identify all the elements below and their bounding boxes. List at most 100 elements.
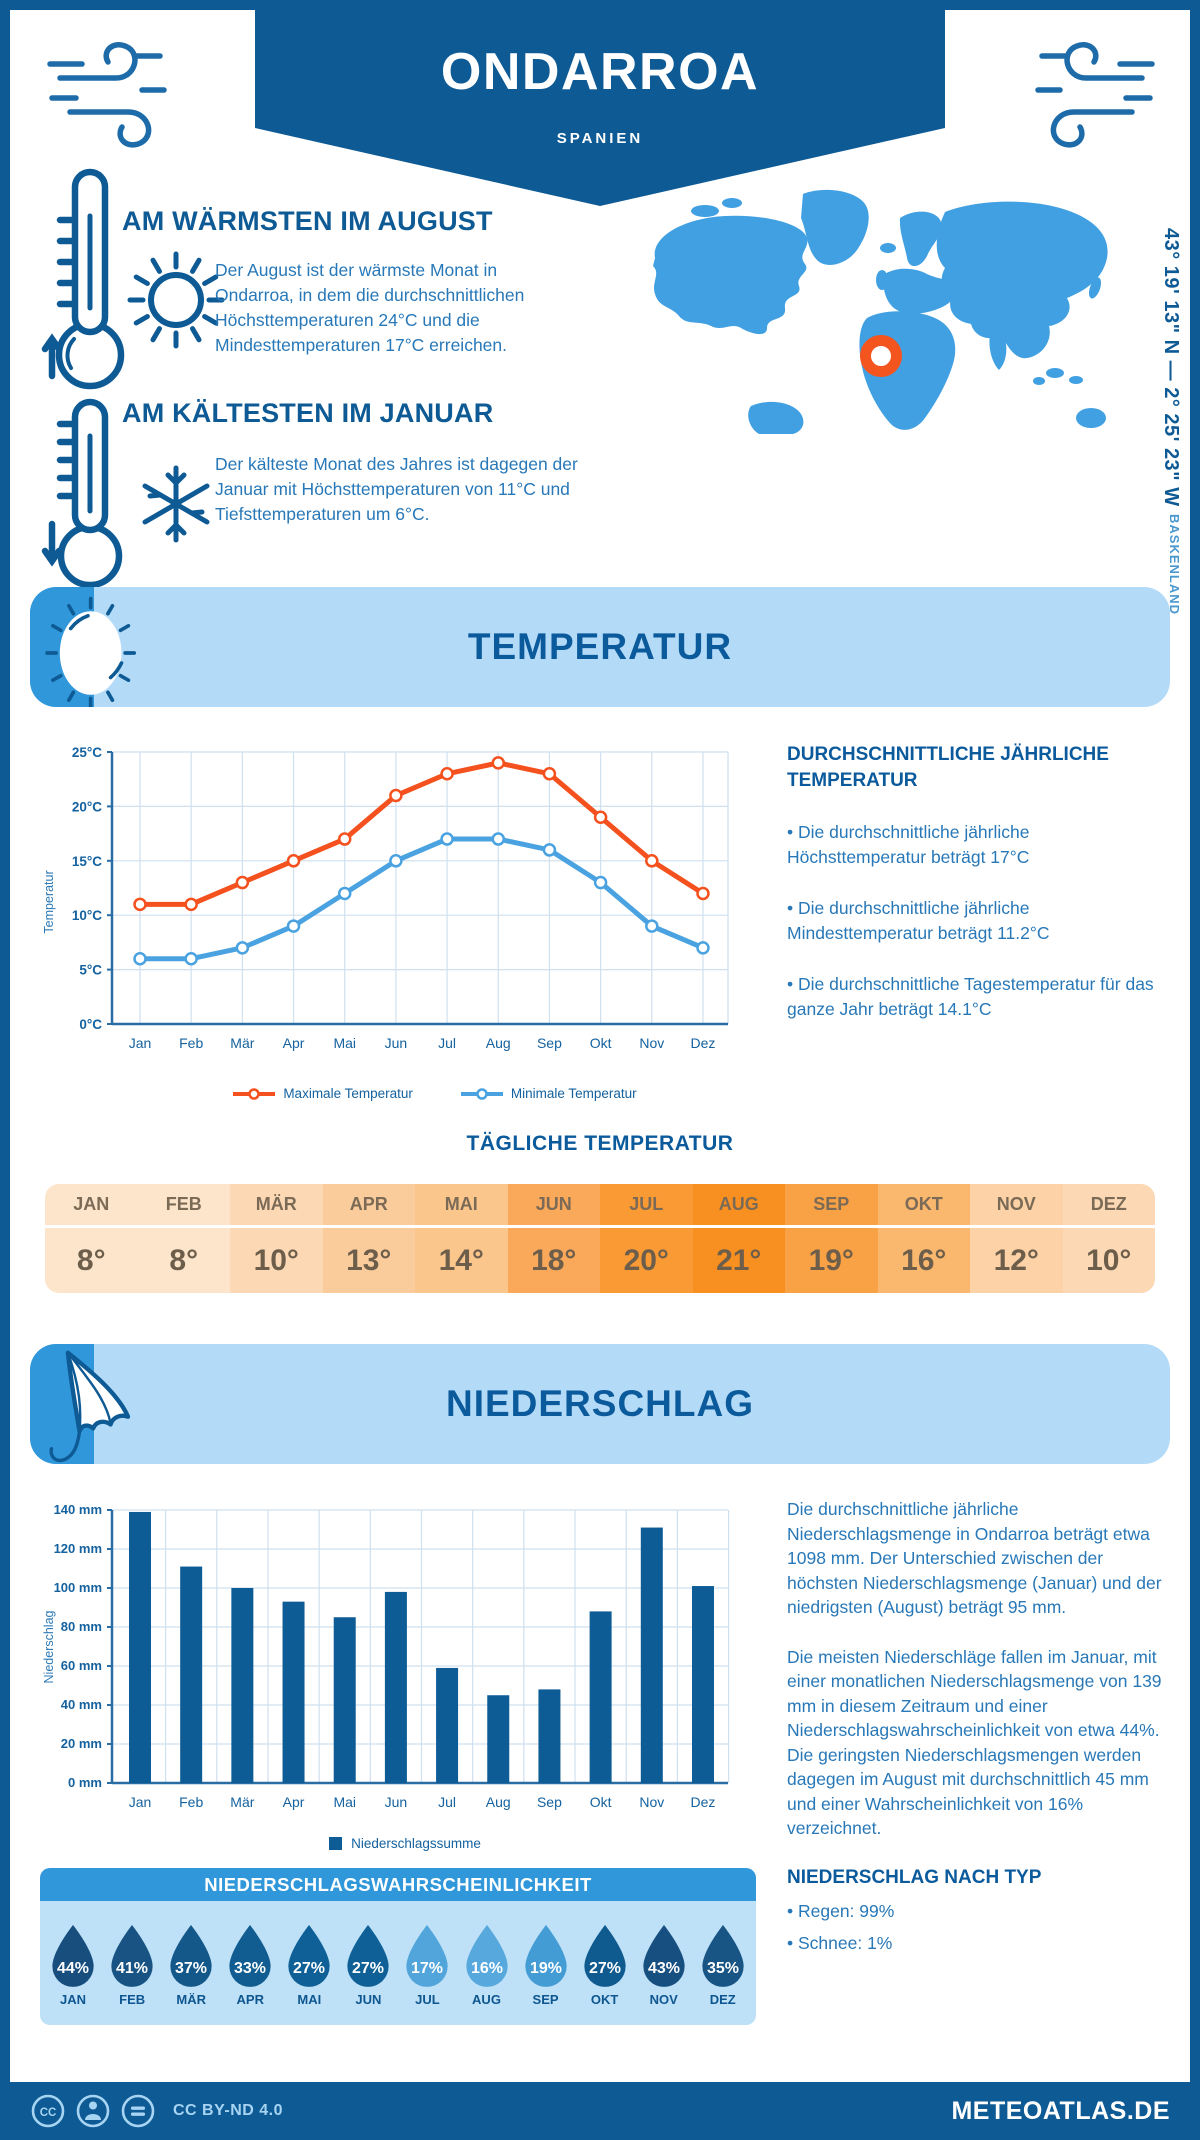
data-point [491, 756, 506, 770]
probability-month: APR [236, 1991, 264, 2007]
page-title: ONDARROA [440, 43, 760, 101]
bar-Jul [436, 1667, 459, 1783]
header-banner [255, 10, 945, 206]
daily-month-JUL: JUL [600, 1184, 693, 1225]
y-tick-label: 140 mm [54, 1502, 102, 1517]
probability-droplets: 44% JAN 41% FEB 37% MÄR 33% APR 27% MAI 27% JUN 17% J… [40, 1901, 756, 2025]
daily-month-JAN: JAN [45, 1184, 138, 1225]
daily-month-FEB: FEB [137, 1184, 230, 1225]
raindrop-shape [406, 1924, 449, 1987]
temperature-chart-legend: Maximale Temperatur Minimale Temperatur [135, 1086, 735, 1101]
geo-coordinates: 43° 19' 13" N — 2° 25' 23" W BASKENLAND [1159, 228, 1182, 615]
daily-value-JUL: 20° [600, 1228, 693, 1293]
probability-value: 44% [57, 1959, 89, 1976]
y-tick-label: 5°C [79, 963, 102, 978]
data-point [133, 897, 147, 912]
probability-drop-OKT: 27% OKT [579, 1924, 631, 2007]
legend-label: Maximale Temperatur [283, 1086, 413, 1101]
daily-value-MAI: 14° [415, 1228, 508, 1293]
raindrop-icon: 33% [229, 1924, 271, 1987]
precipitation-bar-chart: 0 mm 20 mm 40 mm 60 mm 80 mm 100 mm 120 mm 140 … [42, 1502, 730, 1810]
raindrop-shape [170, 1924, 212, 1987]
license-label: CC BY-ND 4.0 [173, 2102, 284, 2119]
y-tick-label: 15°C [72, 854, 102, 869]
probability-value: 19% [530, 1959, 562, 1976]
data-point [542, 843, 557, 857]
warmest-month-title: AM WÄRMSTEN IM AUGUST [122, 206, 493, 236]
precipitation-paragraph: Die meisten Niederschläge fallen im Janu… [787, 1646, 1162, 1839]
raindrop-icon: 17% [406, 1924, 449, 1987]
probability-month: SEP [532, 1991, 559, 2007]
daily-month-NOV: NOV [970, 1184, 1063, 1225]
daily-table-header-row: JAN FEB MÄR APR MAI JUN JUL AUG SEP OKT NOV DEZ [45, 1184, 1155, 1225]
raindrop-icon: 43% [643, 1924, 685, 1987]
thermometer-sun-icon [41, 168, 225, 390]
daily-value-JAN: 8° [45, 1228, 138, 1293]
data-point [645, 919, 659, 933]
wind-icon [47, 42, 167, 148]
bar-Nov [640, 1527, 663, 1783]
probability-value: 17% [411, 1959, 443, 1976]
precipitation-section-title: NIEDERSCHLAG [445, 1383, 755, 1424]
probability-month: OKT [590, 1991, 619, 2007]
y-axis-title: Niederschlag [42, 1610, 56, 1683]
x-tick-label: Apr [283, 1035, 305, 1051]
world-map [653, 189, 1108, 434]
daily-temperature-table: JAN FEB MÄR APR MAI JUN JUL AUG SEP OKT NOV DEZ 8° 8… [45, 1184, 1155, 1293]
bar-Apr [282, 1601, 305, 1783]
data-point [235, 941, 250, 955]
legend-label: Minimale Temperatur [510, 1086, 637, 1101]
temperature-section-title: TEMPERATUR [467, 626, 733, 667]
daily-value-SEP: 19° [785, 1228, 878, 1293]
umbrella-icon [49, 1350, 131, 1463]
daily-temperature-title: TÄGLICHE TEMPERATUR [466, 1132, 734, 1155]
legend-marker [476, 1087, 488, 1100]
probability-drop-NOV: 43% NOV [638, 1924, 690, 2007]
raindrop-icon: 41% [111, 1924, 153, 1987]
probability-value: 16% [471, 1959, 503, 1976]
x-tick-label: Aug [486, 1035, 511, 1051]
data-point [440, 767, 454, 781]
bar-Jun [384, 1591, 407, 1783]
data-point [491, 832, 506, 846]
precipitation-paragraph: Die durchschnittliche jährliche Niedersc… [787, 1499, 1162, 1617]
legend-marker [248, 1087, 261, 1100]
data-point [696, 941, 710, 955]
precipitation-chart-legend: Niederschlagssumme [255, 1836, 555, 1851]
raindrop-shape [702, 1924, 744, 1987]
probability-drop-JUL: 17% JUL [401, 1924, 453, 2007]
site-name: METEOATLAS.DE [951, 2096, 1170, 2125]
x-tick-label: Aug [486, 1794, 511, 1810]
probability-value: 35% [707, 1959, 739, 1976]
data-point [184, 897, 198, 912]
probability-month: FEB [119, 1991, 146, 2007]
probability-title: NIEDERSCHLAGSWAHRSCHEINLICHKEIT [40, 1868, 756, 1901]
probability-value: 41% [116, 1959, 148, 1976]
x-tick-label: Jun [385, 1794, 408, 1810]
sun-icon [45, 596, 137, 707]
svg-text:CC: CC [40, 2107, 57, 2119]
data-point [389, 854, 403, 868]
location-marker [860, 335, 902, 377]
probability-month: MAI [297, 1991, 322, 2007]
x-tick-label: Okt [590, 1035, 612, 1051]
daily-value-APR: 13° [322, 1228, 415, 1293]
daily-table-value-row: 8° 8° 10° 13° 14° 18° 20° 21° 19° 16° 12° 10° [45, 1228, 1155, 1293]
x-tick-label: Mär [230, 1794, 254, 1810]
page-subtitle: SPANIEN [556, 130, 644, 147]
coldest-month-title: AM KÄLTESTEN IM JANUAR [122, 398, 494, 428]
coldest-month-text: Der kälteste Monat des Jahres ist dagege… [215, 454, 578, 524]
x-tick-label: Mär [230, 1035, 254, 1051]
cc-nd-icon [121, 2094, 155, 2128]
probability-month: NOV [649, 1991, 678, 2007]
precipitation-type-bullet: • Schnee: 1% [787, 1932, 893, 1953]
y-tick-label: 0°C [79, 1017, 102, 1032]
probability-month: JAN [60, 1991, 87, 2007]
x-tick-label: Jul [438, 1794, 456, 1810]
precipitation-summary: Die durchschnittliche jährliche Niedersc… [787, 1497, 1172, 1963]
data-point [337, 832, 352, 846]
probability-value: 37% [175, 1959, 207, 1976]
raindrop-icon: 19% [524, 1924, 567, 1987]
data-point [593, 810, 608, 825]
daily-month-MAI: MAI [415, 1184, 508, 1225]
